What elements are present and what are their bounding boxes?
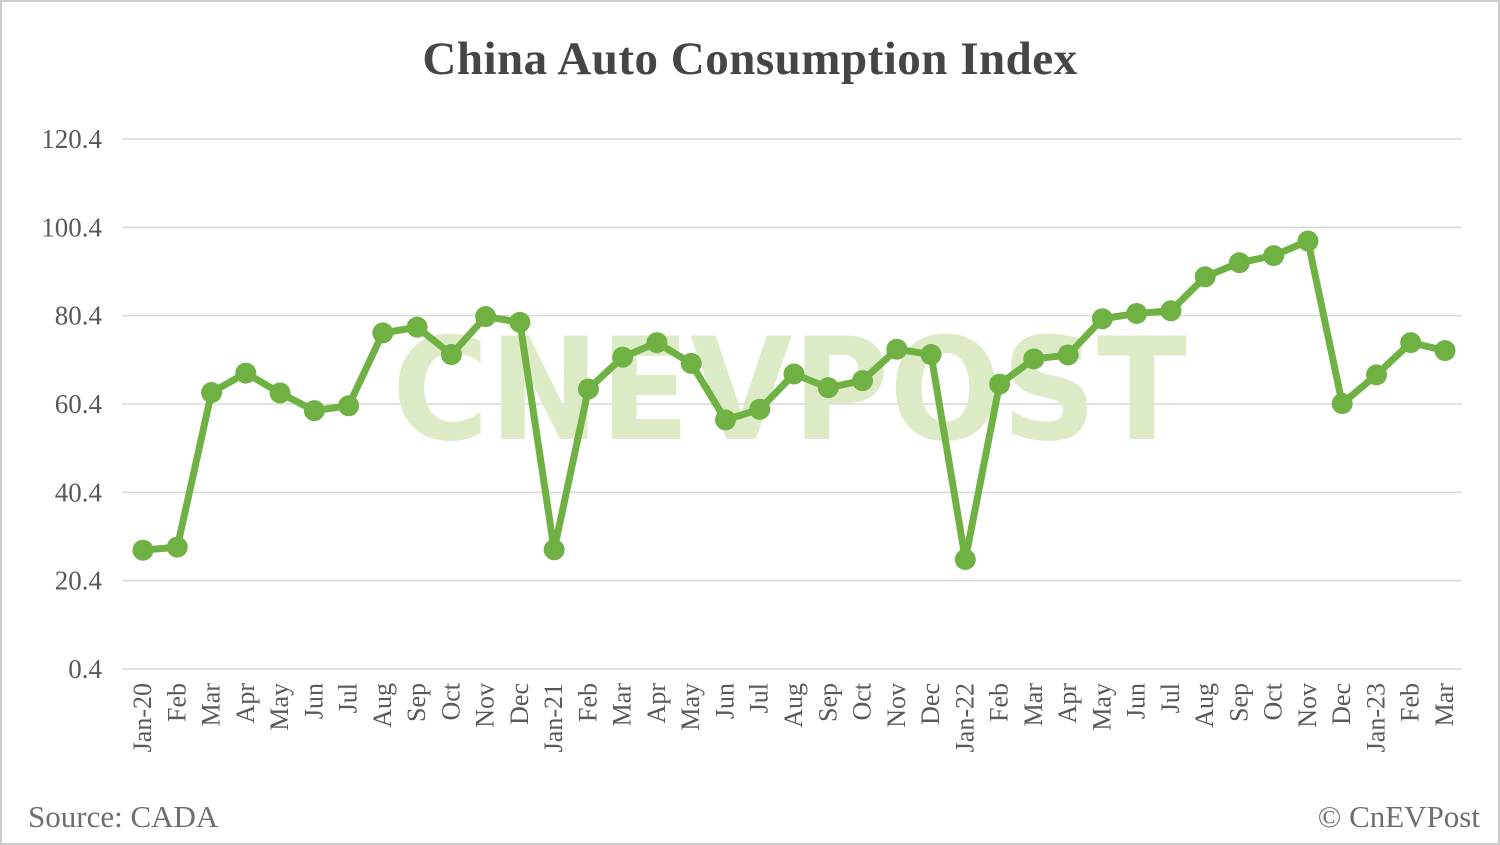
- x-axis-tick-label: Aug: [1190, 683, 1219, 728]
- x-axis-tick-label: Oct: [1259, 682, 1288, 720]
- data-point-marker: [886, 338, 908, 360]
- data-point-marker: [954, 548, 976, 570]
- watermark: CNEVPOST: [392, 308, 1187, 473]
- y-axis-tick-label: 20.4: [55, 566, 103, 596]
- data-point-marker: [372, 322, 394, 344]
- data-point-marker: [132, 539, 154, 561]
- x-axis-tick-label: Apr: [231, 683, 260, 724]
- data-point-marker: [166, 536, 188, 558]
- x-axis-tick-label: Jul: [334, 683, 363, 713]
- x-axis-tick-label: Aug: [368, 683, 397, 728]
- data-point-marker: [1194, 266, 1216, 288]
- x-axis-tick-label: Jul: [745, 683, 774, 713]
- x-axis-tick-label: Jul: [1156, 683, 1185, 713]
- data-point-marker: [1228, 252, 1250, 274]
- data-point-marker: [1434, 340, 1456, 362]
- x-axis-tick-label: Mar: [197, 683, 226, 727]
- x-axis-tick-label: Apr: [642, 683, 671, 724]
- data-point-marker: [1057, 344, 1079, 366]
- y-axis-tick-label: 0.4: [68, 654, 102, 684]
- y-axis-tick-label: 40.4: [55, 477, 103, 507]
- x-axis-tick-label: Nov: [471, 683, 500, 728]
- x-axis-tick-label: Aug: [779, 683, 808, 728]
- y-axis-tick-label: 100.4: [41, 212, 102, 242]
- data-point-marker: [1400, 332, 1422, 354]
- x-axis-tick-label: Apr: [1053, 683, 1082, 724]
- x-axis-tick-label: Sep: [813, 683, 842, 722]
- data-point-marker: [406, 316, 428, 338]
- x-axis-tick-label: Nov: [882, 683, 911, 728]
- x-axis-tick-label: Mar: [1430, 683, 1459, 727]
- x-axis-tick-label: Oct: [848, 682, 877, 720]
- x-axis-tick-label: Mar: [1019, 683, 1048, 727]
- data-point-marker: [475, 306, 497, 328]
- x-axis-tick-label: May: [265, 683, 294, 731]
- data-point-marker: [1365, 364, 1387, 386]
- data-point-marker: [235, 362, 257, 384]
- x-axis-tick-label: Jan-21: [539, 683, 568, 752]
- data-point-marker: [783, 363, 805, 385]
- data-point-marker: [749, 398, 771, 420]
- x-axis-tick-label: Feb: [162, 683, 191, 722]
- data-point-marker: [543, 539, 565, 561]
- x-axis-tick-label: Sep: [1224, 683, 1253, 722]
- data-point-marker: [338, 395, 360, 417]
- x-axis-tick-label: Mar: [608, 683, 637, 727]
- data-point-marker: [1023, 348, 1045, 370]
- x-axis-tick-label: Jan-23: [1361, 683, 1390, 752]
- data-point-marker: [1297, 230, 1319, 252]
- data-point-marker: [1160, 300, 1182, 322]
- data-point-marker: [269, 382, 291, 404]
- x-axis-tick-label: May: [1087, 683, 1116, 731]
- copyright-label: © CnEVPost: [1317, 799, 1480, 834]
- data-point-marker: [817, 377, 839, 399]
- source-label: Source: CADA: [28, 799, 219, 834]
- data-point-marker: [577, 378, 599, 400]
- data-point-marker: [440, 344, 462, 366]
- x-axis-tick-label: Dec: [1327, 683, 1356, 725]
- data-point-marker: [509, 311, 531, 333]
- x-axis-tick-label: Jan-22: [950, 683, 979, 752]
- data-point-marker: [852, 370, 874, 392]
- x-axis-tick-label: Oct: [436, 682, 465, 720]
- data-point-marker: [1091, 308, 1113, 330]
- data-point-marker: [1126, 302, 1148, 324]
- data-point-marker: [646, 332, 668, 354]
- x-axis-tick-label: Jun: [1122, 683, 1151, 719]
- data-point-marker: [989, 373, 1011, 395]
- x-axis-tick-label: Jan-20: [128, 683, 157, 752]
- x-axis-tick-label: Feb: [985, 683, 1014, 722]
- data-point-marker: [612, 346, 634, 368]
- x-axis-tick-label: Jun: [710, 683, 739, 719]
- x-axis-tick-label: Dec: [505, 683, 534, 725]
- chart-title: China Auto Consumption Index: [422, 33, 1078, 85]
- x-axis-tick-label: Dec: [916, 683, 945, 725]
- x-axis-tick-label: Feb: [1396, 683, 1425, 722]
- y-axis-tick-label: 120.4: [41, 124, 102, 154]
- x-axis-tick-label: May: [676, 683, 705, 731]
- x-axis-tick-label: Jun: [299, 683, 328, 719]
- data-point-marker: [303, 400, 325, 422]
- data-point-marker: [1331, 393, 1353, 415]
- data-point-marker: [920, 344, 942, 366]
- x-axis-tick-label: Sep: [402, 683, 431, 722]
- data-point-marker: [1263, 245, 1285, 267]
- x-axis-tick-label: Nov: [1293, 683, 1322, 728]
- data-point-marker: [680, 352, 702, 374]
- y-axis-tick-label: 80.4: [55, 301, 103, 331]
- data-point-marker: [201, 382, 223, 404]
- x-axis-tick-label: Feb: [573, 683, 602, 722]
- y-axis-tick-label: 60.4: [55, 389, 103, 419]
- data-point-marker: [714, 409, 736, 431]
